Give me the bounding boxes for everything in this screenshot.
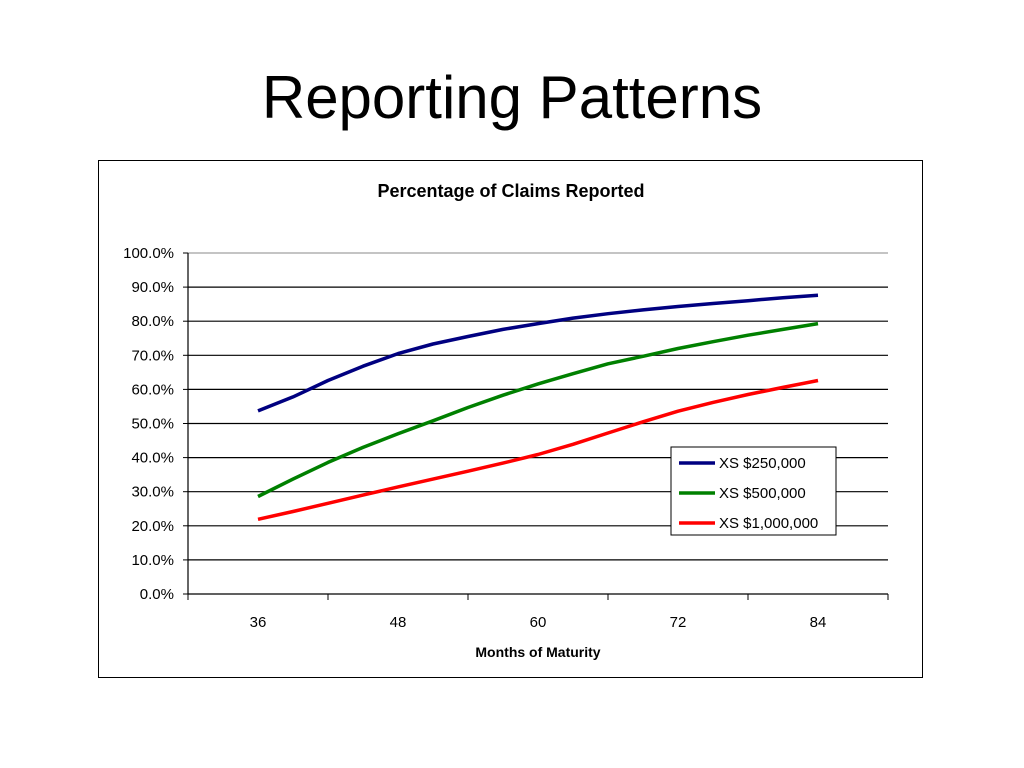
x-tick-label: 60 xyxy=(530,614,547,631)
series-line-3 xyxy=(257,378,819,522)
y-tick-labels: 0.0% 10.0% 20.0% 30.0% 40.0% 50.0% 60.0% 70.0% 8… xyxy=(123,245,188,603)
legend: XS $250,000 XS $500,000 XS $1,000,000 xyxy=(670,446,837,536)
y-tick-label: 80.0% xyxy=(131,313,174,330)
y-tick-label: 60.0% xyxy=(131,381,174,398)
slide-title: Reporting Patterns xyxy=(261,64,763,131)
legend-label-3: XS $1,000,000 xyxy=(719,515,818,532)
legend-label-1: XS $250,000 xyxy=(719,455,806,472)
chart-title: Percentage of Claims Reported xyxy=(377,181,644,201)
x-tick-label: 72 xyxy=(670,614,687,631)
y-tick-label: 50.0% xyxy=(131,416,174,433)
legend-label-2: XS $500,000 xyxy=(719,485,806,502)
y-tick-label: 0.0% xyxy=(140,586,174,603)
y-tick-label: 20.0% xyxy=(131,518,174,535)
x-tick-label: 36 xyxy=(250,614,267,631)
y-tick-label: 30.0% xyxy=(131,484,174,501)
series-lines xyxy=(257,293,819,522)
y-tick-label: 100.0% xyxy=(123,245,174,262)
series-line-1 xyxy=(257,293,819,413)
y-tick-label: 90.0% xyxy=(131,279,174,296)
y-tick-label: 40.0% xyxy=(131,450,174,467)
x-tick-label: 84 xyxy=(810,614,827,631)
y-tick-label: 10.0% xyxy=(131,552,174,569)
x-tick-label: 48 xyxy=(390,614,407,631)
series-line-2 xyxy=(257,321,819,499)
chart-frame xyxy=(98,160,923,678)
x-tick-labels: 36 48 60 72 84 xyxy=(187,594,889,631)
y-tick-label: 70.0% xyxy=(131,347,174,364)
x-axis-title: Months of Maturity xyxy=(475,644,600,660)
